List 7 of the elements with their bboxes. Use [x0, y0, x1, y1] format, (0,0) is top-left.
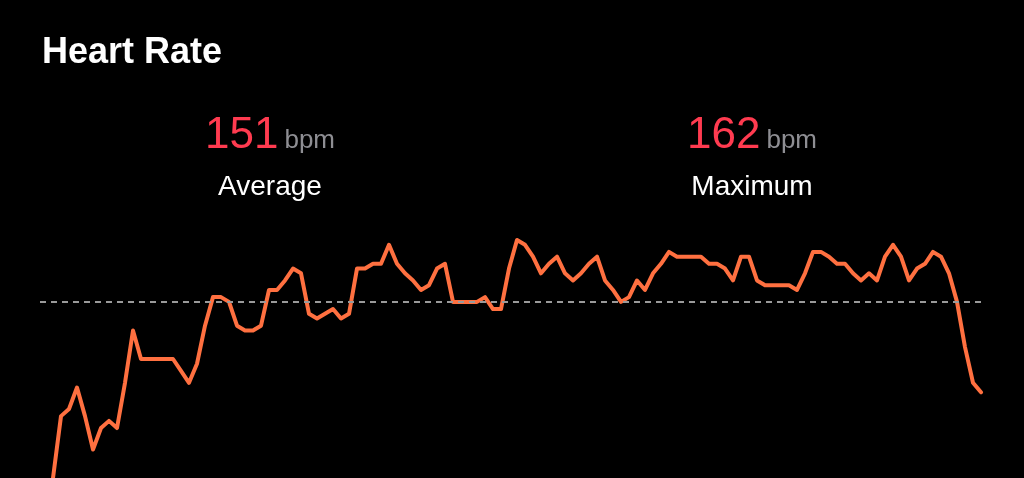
text: bpm [284, 124, 335, 154]
text: Maximum [690, 169, 814, 203]
text: Average [217, 169, 323, 203]
text: 151 [205, 108, 279, 157]
chart-title: Heart Rate [42, 30, 223, 72]
text: bpm [766, 124, 817, 154]
text: 162 [687, 108, 761, 157]
